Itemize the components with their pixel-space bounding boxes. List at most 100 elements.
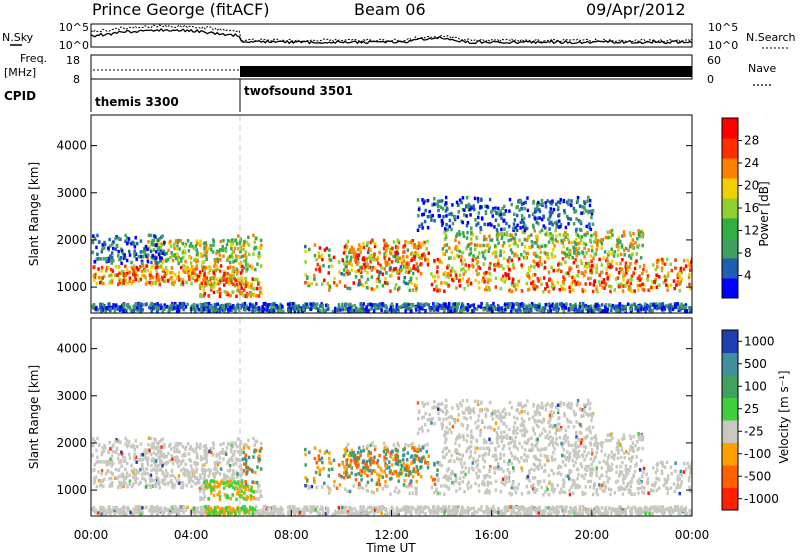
power-cell	[117, 305, 120, 309]
velocity-cell	[637, 491, 640, 495]
power-cell	[567, 202, 570, 206]
velocity-cell	[362, 445, 365, 449]
power-cell	[121, 251, 125, 256]
velocity-cell	[97, 470, 100, 474]
power-cell	[431, 203, 434, 207]
velocity-cell	[314, 470, 318, 475]
velocity-cell	[209, 491, 213, 495]
velocity-cell	[370, 490, 374, 494]
power-cell	[527, 266, 531, 270]
power-cell	[601, 309, 604, 313]
velocity-cell	[484, 490, 487, 495]
power-cell	[133, 245, 137, 249]
power-cell	[354, 309, 358, 313]
power-cell	[676, 280, 679, 284]
power-cell	[487, 244, 491, 248]
power-cell	[93, 265, 96, 269]
power-cell	[158, 282, 162, 287]
velocity-cell	[538, 463, 542, 467]
velocity-cell	[500, 480, 503, 485]
power-cell	[224, 249, 228, 254]
power-cell	[397, 309, 400, 313]
power-cell	[432, 302, 436, 307]
velocity-cell	[410, 461, 413, 466]
power-cell	[171, 254, 174, 258]
power-cell	[624, 284, 627, 288]
velocity-cell	[533, 486, 537, 491]
velocity-cell	[586, 479, 590, 484]
power-cell	[482, 237, 486, 242]
power-cell	[239, 271, 243, 275]
power-cell	[535, 220, 539, 225]
velocity-cell	[379, 466, 382, 471]
velocity-cell	[202, 444, 206, 449]
velocity-cell	[416, 447, 419, 452]
velocity-cell	[213, 467, 216, 471]
velocity-cell	[362, 448, 366, 453]
power-cell	[484, 209, 488, 214]
velocity-cell	[257, 454, 261, 458]
power-cell	[494, 206, 497, 210]
power-cell	[545, 282, 549, 286]
power-cell	[598, 304, 601, 308]
power-cell	[449, 256, 452, 260]
power-cell	[656, 306, 659, 310]
power-cell	[219, 248, 222, 252]
power-cell	[562, 233, 565, 238]
power-cell	[235, 272, 239, 276]
velocity-cell	[625, 470, 628, 475]
power-cell	[119, 305, 122, 310]
power-cell	[287, 302, 291, 307]
nave-bar-block	[240, 66, 692, 77]
power-cell	[156, 265, 159, 269]
power-cell	[419, 302, 423, 306]
power-cell	[142, 249, 146, 253]
power-cell	[130, 266, 134, 270]
velocity-cell	[245, 444, 248, 448]
power-cell	[327, 288, 331, 292]
velocity-cell	[483, 459, 487, 464]
power-cell	[637, 304, 640, 309]
power-cell	[529, 245, 532, 250]
power-cell	[520, 265, 524, 270]
velocity-cell	[204, 456, 207, 460]
velocity-cell	[645, 472, 648, 476]
power-cell	[145, 280, 148, 284]
power-cell	[664, 278, 667, 283]
power-cell	[242, 288, 246, 292]
velocity-cell	[343, 465, 346, 469]
velocity-cell	[385, 457, 388, 461]
velocity-cell	[188, 470, 192, 475]
power-cell	[512, 222, 516, 226]
velocity-cell	[122, 477, 126, 481]
power-cell	[606, 256, 609, 261]
velocity-cell	[199, 495, 202, 500]
velocity-cell	[540, 485, 543, 490]
power-cell	[456, 215, 460, 219]
power-cell	[424, 308, 427, 313]
velocity-cell	[615, 464, 618, 469]
power-cell	[619, 261, 622, 266]
velocity-cell	[357, 472, 360, 476]
power-cell	[170, 251, 173, 255]
power-cell	[128, 276, 132, 280]
power-cell	[633, 289, 636, 293]
power-cell	[586, 276, 590, 281]
power-cell	[569, 217, 573, 221]
velocity-cell	[170, 454, 173, 458]
velocity-cell	[231, 441, 234, 445]
power-cell	[484, 204, 487, 209]
velocity-cell	[253, 480, 257, 485]
power-cell	[399, 268, 403, 273]
velocity-cell	[321, 485, 324, 489]
velocity-cell	[240, 489, 243, 493]
velocity-cell	[257, 483, 260, 488]
velocity-cell	[158, 468, 162, 472]
power-cell	[563, 237, 566, 242]
power-cell	[540, 217, 544, 222]
power-cell	[517, 303, 521, 308]
power-cell	[144, 302, 147, 307]
power-cell	[252, 305, 255, 309]
velocity-cell	[181, 458, 185, 463]
